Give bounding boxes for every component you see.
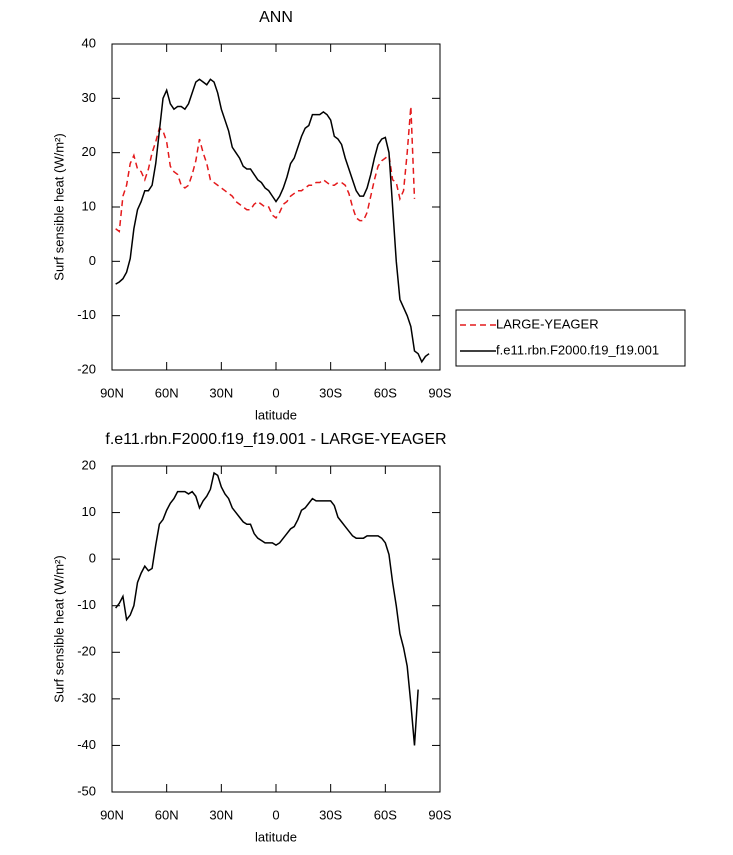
x-tick-label: 90N [100,807,124,822]
legend-box [455,309,686,367]
plot-frame [111,43,441,371]
y-tick-label: 40 [82,35,96,50]
x-tick-label: 30S [319,385,342,400]
y-tick-label: 0 [89,551,96,566]
plot-frame [111,465,441,793]
chart-title: f.e11.rbn.F2000.f19_f19.001 - LARGE-YEAG… [105,431,446,448]
data-line [115,106,416,233]
y-tick-label: 0 [89,253,96,268]
x-axis-label: latitude [255,829,297,844]
x-tick-label: 90S [428,807,451,822]
chart-title: ANN [259,9,293,26]
legend-label: f.e11.rbn.F2000.f19_f19.001 [496,342,659,357]
y-tick-label: -20 [77,644,96,659]
data-line [115,471,419,746]
x-tick-label: 30N [209,807,233,822]
y-tick-label: -50 [77,783,96,798]
y-axis-label: Surf sensible heat (W/m²) [51,555,66,702]
y-tick-label: 10 [82,504,96,519]
x-axis-label: latitude [255,407,297,422]
data-line [115,78,430,364]
y-tick-label: -10 [77,597,96,612]
x-tick-label: 60S [374,385,397,400]
x-tick-label: 90S [428,385,451,400]
x-tick-label: 30N [209,385,233,400]
y-tick-label: 20 [82,144,96,159]
x-tick-label: 60S [374,807,397,822]
x-tick-label: 60N [155,385,179,400]
y-tick-label: -10 [77,307,96,322]
y-tick-label: -30 [77,690,96,705]
y-tick-label: -20 [77,361,96,376]
y-tick-label: 20 [82,457,96,472]
y-tick-label: -40 [77,737,96,752]
x-tick-label: 90N [100,385,124,400]
y-tick-label: 10 [82,198,96,213]
legend-label: LARGE-YEAGER [496,316,599,331]
y-tick-label: 30 [82,90,96,105]
x-tick-label: 0 [272,385,279,400]
x-tick-label: 0 [272,807,279,822]
x-tick-label: 30S [319,807,342,822]
y-axis-label: Surf sensible heat (W/m²) [51,133,66,280]
x-tick-label: 60N [155,807,179,822]
